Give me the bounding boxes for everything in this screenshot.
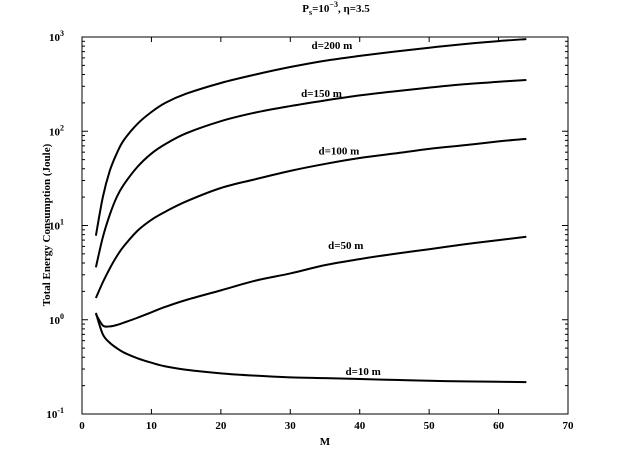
series-label: d=100 m	[318, 145, 359, 157]
title-p: P	[302, 3, 309, 15]
axis-ticks	[81, 36, 569, 415]
y-tick-label: 101	[49, 218, 64, 233]
y-tick-labels: 10-1 100 101 102 103	[46, 29, 64, 421]
x-tick-label: 0	[79, 420, 85, 432]
series-label: d=200 m	[312, 40, 353, 52]
series-line	[94, 78, 527, 268]
x-tick-label: 60	[493, 420, 505, 432]
x-tick-label: 20	[215, 420, 227, 432]
y-tick-label: 100	[49, 312, 64, 327]
x-tick-label: 70	[563, 420, 575, 432]
x-axis-label: M	[320, 436, 331, 448]
y-axis-label: Total Energy Consumption (Joule)	[41, 143, 53, 306]
y-tick-label: 10-1	[46, 406, 64, 421]
series-label: d=50 m	[328, 240, 363, 252]
series-line	[94, 137, 527, 299]
title-p-subscript: s	[309, 8, 312, 17]
series-label: d=150 m	[301, 88, 342, 100]
series-lines	[94, 38, 527, 384]
title-eta: , η=3.5	[338, 3, 370, 15]
series-line	[95, 235, 527, 328]
chart-title: Ps=10−3, η=3.5	[302, 0, 370, 17]
y-tick-label: 103	[49, 29, 64, 44]
series-labels: d=200 m d=150 m d=100 m d=50 m d=10 m	[301, 40, 381, 378]
x-tick-labels: 0 10 20 30 40 50 60 70	[79, 420, 574, 432]
y-tick-label: 102	[49, 123, 64, 138]
x-tick-label: 50	[424, 420, 436, 432]
series-label: d=10 m	[346, 366, 381, 378]
title-exponent: −3	[329, 0, 338, 9]
x-tick-label: 30	[285, 420, 297, 432]
x-tick-label: 10	[146, 420, 158, 432]
title-equals-base: =10	[312, 3, 330, 15]
series-line	[94, 38, 527, 236]
series-line	[94, 312, 527, 384]
x-tick-label: 40	[354, 420, 366, 432]
